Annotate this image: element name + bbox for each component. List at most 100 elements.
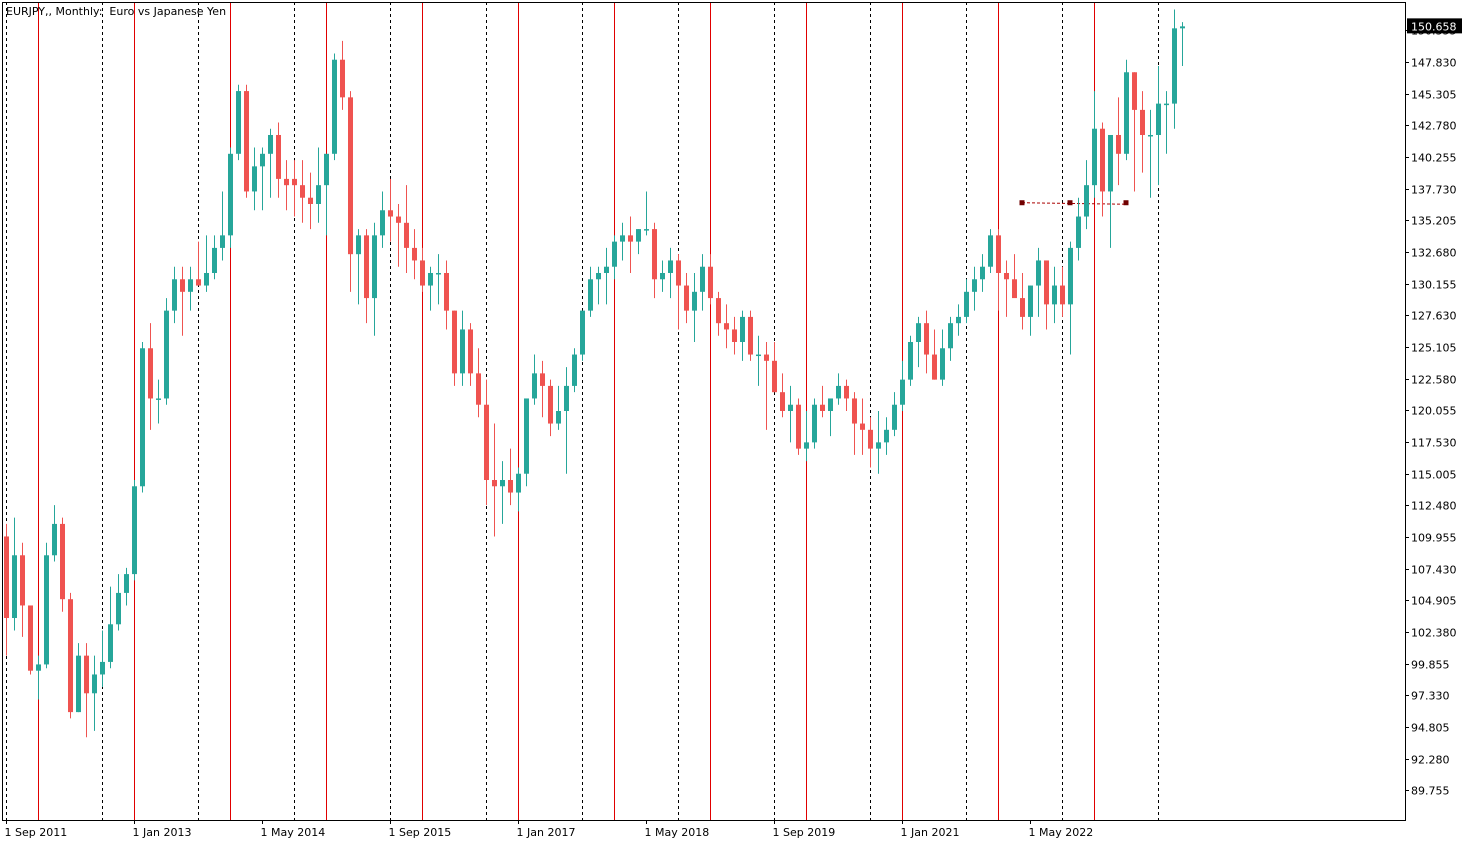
candle	[132, 480, 137, 581]
candle-body	[340, 59, 345, 98]
candle	[540, 360, 545, 418]
candle	[484, 379, 489, 506]
candle	[1076, 197, 1081, 261]
price-tick-label: 107.430	[1411, 564, 1457, 577]
time-tick-label: 1 Jan 2021	[901, 826, 960, 839]
candle-body	[844, 385, 849, 399]
candle	[1044, 260, 1049, 330]
candle-body	[84, 655, 89, 694]
candle	[812, 398, 817, 449]
candle	[1012, 254, 1017, 299]
candle-body	[1164, 103, 1169, 106]
candle-body	[500, 480, 505, 487]
candle-body	[268, 134, 273, 154]
candle-body	[36, 664, 41, 671]
price-axis[interactable]: 150.355147.830145.305142.780140.255137.7…	[1405, 25, 1457, 798]
candle-body	[644, 229, 649, 231]
candle	[644, 191, 649, 236]
candle-body	[388, 210, 393, 217]
candle-body	[612, 241, 617, 267]
candle	[220, 191, 225, 261]
level-marker	[1019, 200, 1025, 206]
candle-body	[556, 411, 561, 424]
candle-body	[60, 523, 65, 600]
candle-body	[740, 316, 745, 342]
candle-body	[780, 392, 785, 411]
candle	[1140, 91, 1145, 173]
candle	[716, 291, 721, 336]
candle	[396, 203, 401, 267]
candle	[988, 229, 993, 273]
candle-body	[924, 323, 929, 355]
candle	[900, 360, 905, 411]
price-tick-label: 92.280	[1411, 754, 1450, 767]
candle	[804, 411, 809, 462]
candle	[260, 147, 265, 211]
candle	[908, 335, 913, 386]
time-tick-label: 1 Sep 2019	[773, 826, 836, 839]
candle	[52, 505, 57, 562]
candle-body	[1084, 185, 1089, 217]
candle	[604, 247, 609, 305]
candle	[236, 84, 241, 161]
candle	[700, 254, 705, 311]
candle	[300, 160, 305, 223]
candle	[1084, 160, 1089, 230]
candle	[868, 417, 873, 468]
candle-body	[1116, 134, 1121, 154]
candle-body	[476, 373, 481, 405]
candle-body	[604, 266, 609, 273]
candle-body	[356, 235, 361, 255]
price-tick-label: 102.380	[1411, 627, 1457, 640]
candle-body	[132, 486, 137, 575]
candle-body	[1124, 72, 1129, 154]
level-marker	[1067, 200, 1073, 206]
candle-body	[1172, 28, 1177, 104]
candle-body	[156, 398, 161, 400]
price-tick-label: 147.830	[1411, 57, 1457, 70]
candle-body	[828, 398, 833, 411]
price-label-text: 150.658	[1411, 20, 1457, 33]
candle-body	[1180, 26, 1185, 29]
candle	[596, 266, 601, 305]
candle	[940, 329, 945, 386]
candle-body	[596, 272, 601, 280]
price-tick-label: 125.105	[1411, 342, 1457, 355]
candle-body	[324, 153, 329, 186]
level-line	[1021, 202, 1127, 205]
candle-body	[260, 153, 265, 167]
candle	[1180, 22, 1185, 66]
candle	[444, 260, 449, 330]
candle	[156, 379, 161, 424]
candle	[1004, 260, 1009, 317]
candle-body	[580, 310, 585, 355]
candle-body	[308, 197, 313, 204]
candle-body	[1004, 272, 1009, 280]
candle-body	[652, 229, 657, 280]
candle	[1028, 285, 1033, 336]
candle	[756, 335, 761, 386]
candle	[148, 323, 153, 430]
candle	[364, 229, 369, 324]
candle-body	[452, 310, 457, 374]
candle-body	[588, 279, 593, 311]
time-axis[interactable]: 1 Sep 2011 1 Jan 2013 1 May 2014 1 Sep 2015…	[5, 820, 1094, 839]
price-tick-label: 122.580	[1411, 374, 1457, 387]
candle	[1052, 266, 1057, 324]
candle	[916, 316, 921, 368]
candle	[76, 643, 81, 713]
candle-body	[732, 329, 737, 342]
candle-body	[668, 260, 673, 273]
candle	[1164, 91, 1169, 154]
candle-body	[1156, 103, 1161, 135]
price-tick-label: 112.480	[1411, 500, 1457, 513]
candle	[116, 574, 121, 631]
candle-body	[716, 298, 721, 324]
candle	[380, 191, 385, 248]
candle-body	[436, 272, 441, 275]
candle-body	[1060, 285, 1065, 305]
candle-body	[20, 555, 25, 606]
candle-body	[620, 235, 625, 242]
